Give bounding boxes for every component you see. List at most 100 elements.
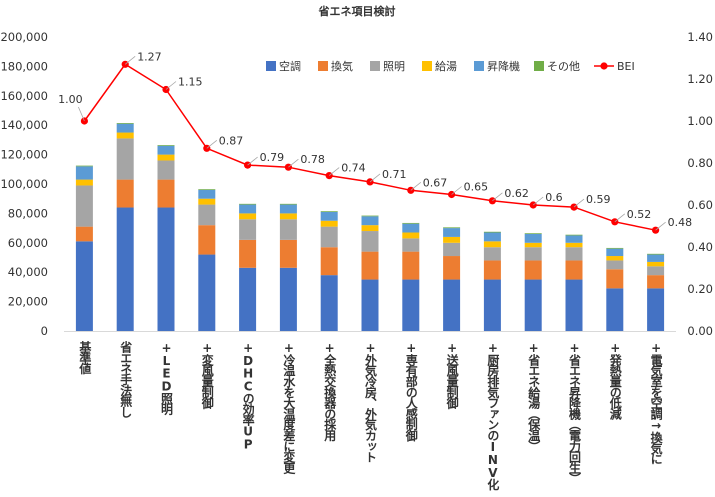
bei-label-leader: [124, 55, 136, 65]
category-label: +変風量制御: [200, 341, 214, 410]
bar-segment: [647, 261, 665, 267]
bar-segment: [443, 227, 461, 229]
bei-label-leader: [410, 181, 422, 191]
secondary-y-tick-label: 0.60: [687, 198, 713, 212]
bar-segment: [320, 220, 338, 227]
legend-swatch: [422, 61, 432, 71]
bar-segment: [606, 256, 624, 261]
category-label: +全熱交換器の採用: [323, 341, 337, 442]
bar-segment: [483, 231, 501, 233]
bar-segment: [116, 179, 134, 208]
bei-label-leader: [573, 198, 585, 208]
secondary-y-tick-label: 0.20: [687, 282, 713, 296]
legend-label: 昇降機: [487, 59, 520, 73]
bar-segment: [483, 232, 501, 242]
bar-segment: [279, 219, 297, 240]
legend-swatch: [266, 61, 276, 71]
bar-segment: [320, 211, 338, 221]
bar-segment: [606, 269, 624, 289]
primary-y-tick-label: 80,000: [8, 206, 48, 220]
bar-segment: [483, 247, 501, 261]
bei-label-leader: [614, 213, 626, 223]
bar-segment: [239, 239, 257, 268]
bar-segment: [239, 219, 257, 240]
category-label: +電気室を空調→換気に: [649, 341, 663, 465]
chart-legend: 空調 換気 照明 給湯 昇降機 その他 BEI: [266, 59, 635, 73]
bar-segment: [198, 225, 216, 255]
bar-segment: [524, 279, 542, 331]
bei-data-label: 0.87: [219, 134, 244, 147]
bar-segment: [157, 145, 175, 146]
bar-segment: [606, 260, 624, 270]
legend-label: 照明: [383, 60, 405, 73]
bar-segment: [198, 189, 216, 199]
legend-label: その他: [547, 60, 580, 73]
category-label: +発熱量の低減: [608, 341, 622, 420]
bar-segment: [565, 279, 583, 331]
bar-segment: [279, 267, 297, 331]
primary-y-tick-label: 20,000: [8, 295, 48, 309]
bar-segment: [606, 247, 624, 249]
bei-label-leader: [247, 156, 258, 166]
legend-label: 給湯: [435, 59, 457, 73]
primary-y-tick-label: 0: [41, 324, 48, 338]
bar-segment: [402, 251, 420, 280]
bar-segment: [157, 207, 175, 331]
bar-segment: [402, 222, 420, 224]
bei-data-label: 0.6: [545, 191, 563, 204]
bar-segment: [565, 235, 583, 243]
category-label: +DHCの効率UP: [241, 341, 255, 450]
bar-segment: [279, 213, 297, 220]
bar-segment: [116, 123, 134, 133]
bar-segment: [116, 123, 134, 124]
bar-segment: [320, 247, 338, 276]
legend-label: 換気: [331, 59, 353, 73]
bar-segment: [524, 260, 542, 280]
bar-segment: [402, 238, 420, 252]
secondary-y-tick-label: 1.00: [687, 114, 713, 128]
legend-swatch: [474, 61, 484, 71]
primary-y-tick-label: 120,000: [0, 148, 48, 162]
bar-segment: [606, 248, 624, 257]
category-label: +送風量制御: [445, 341, 459, 410]
bar-segment: [198, 254, 216, 331]
bar-segment: [116, 207, 134, 331]
bei-data-label: 0.59: [586, 193, 611, 206]
bar-segment: [402, 232, 420, 239]
legend-line-marker: [600, 62, 608, 70]
primary-y-axis: 0 20,000 40,000 60,000 80,000 100,000 120,000 1…: [0, 30, 48, 338]
bei-label-leader: [78, 106, 85, 122]
bar-segment: [647, 288, 665, 331]
bar-segment: [116, 132, 134, 139]
bar-segment: [524, 247, 542, 261]
bar-segment: [483, 279, 501, 331]
bar-segment: [198, 198, 216, 205]
bei-line-series: 1.00 1.27 1.15 0.87 0.79 0.78 0.74 0.71 0.67 0.65…: [58, 50, 692, 234]
bar-segment: [443, 228, 461, 237]
bar-segment: [320, 211, 338, 212]
bar-segment: [239, 203, 257, 205]
bei-label-leader: [451, 186, 462, 195]
category-label: +専有部の人感制御: [404, 341, 418, 442]
legend-label: 空調: [279, 59, 301, 73]
bar-segment: [402, 279, 420, 331]
bar-segment: [565, 247, 583, 261]
bar-segment: [75, 226, 93, 242]
category-label: 基準値: [78, 340, 92, 376]
bei-data-label: 1.00: [58, 93, 83, 106]
bei-data-label: 0.65: [464, 181, 489, 194]
primary-y-tick-label: 100,000: [0, 177, 48, 191]
bei-data-label: 0.79: [260, 151, 285, 164]
bar-segment: [647, 253, 665, 255]
bar-segment: [320, 275, 338, 331]
bar-segment: [279, 203, 297, 205]
legend-swatch: [318, 61, 328, 71]
bar-segment: [361, 279, 379, 331]
legend-label: BEI: [617, 60, 635, 73]
bar-segment: [647, 254, 665, 262]
bar-segment: [524, 233, 542, 243]
bar-segment: [443, 242, 461, 257]
primary-y-tick-label: 160,000: [0, 89, 48, 103]
bei-label-leader: [369, 173, 381, 183]
bei-data-label: 0.52: [627, 208, 652, 221]
